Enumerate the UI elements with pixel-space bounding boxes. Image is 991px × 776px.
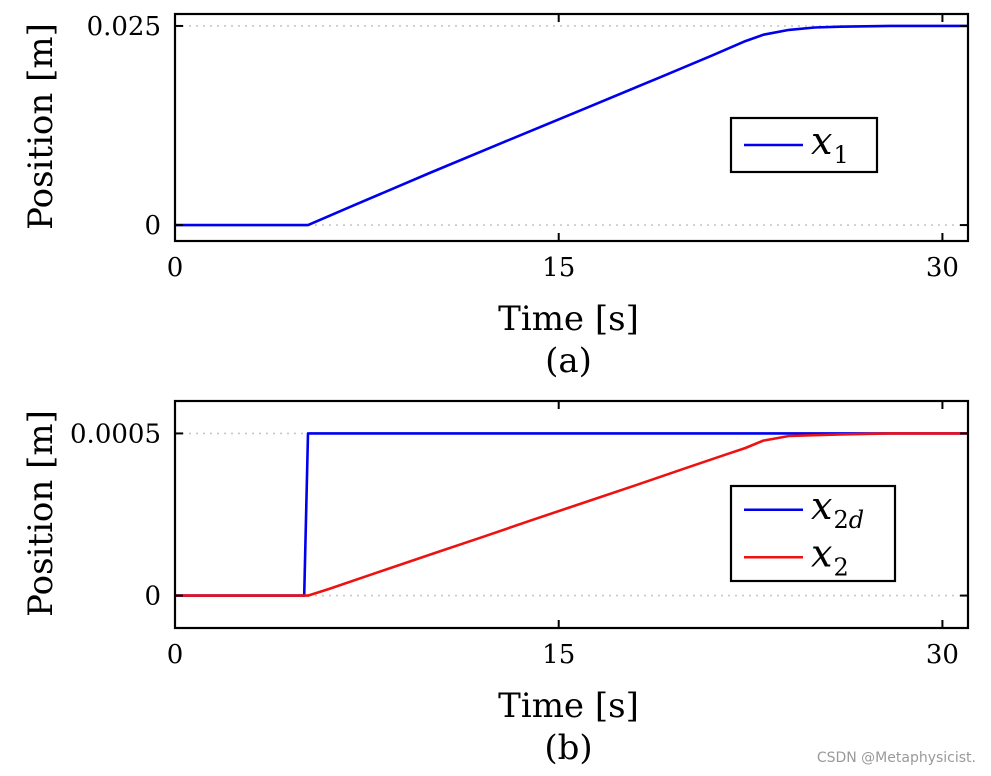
panel-b-frame — [173, 399, 970, 630]
legend-box — [729, 484, 897, 583]
legend-label-x2: x2 — [811, 531, 849, 581]
panel-b-xlabel: Time [s] — [498, 686, 639, 726]
legend-label-x2d: x2d — [811, 484, 864, 534]
x-tick-label: 0 — [167, 253, 184, 283]
x-tick-label: 30 — [926, 640, 959, 670]
series-line-x1 — [175, 24, 968, 227]
x-tick-label: 15 — [542, 253, 575, 283]
panel-a-caption: (a) — [545, 341, 592, 381]
x-tick-label: 15 — [542, 640, 575, 670]
y-tick-label: 0.025 — [87, 12, 161, 42]
legend-box — [729, 116, 879, 174]
panel-a-xlabel: Time [s] — [498, 299, 639, 339]
panel-a-ylabel: Position [m] — [21, 23, 61, 230]
series-line-x2 — [175, 432, 968, 597]
y-tick-label: 0 — [144, 211, 161, 241]
panel-b-ylabel: Position [m] — [21, 410, 61, 617]
panel-b: 0 15 30 0 0.0005 Time [s] Position [m] (b) x… — [21, 399, 970, 768]
panel-b-series — [175, 432, 968, 597]
x-tick-label: 30 — [926, 253, 959, 283]
y-tick-label: 0.0005 — [70, 419, 161, 449]
panel-a-frame — [173, 12, 970, 243]
panel-a: 0 15 30 0 0.025 Time [s] Position [m] (a) x1 — [21, 12, 970, 381]
panel-b-caption: (b) — [544, 728, 592, 768]
y-tick-label: 0 — [144, 582, 161, 612]
panel-b-ticks: 0 15 30 0 0.0005 — [70, 401, 968, 670]
x-tick-label: 0 — [167, 640, 184, 670]
panel-a-legend: x1 — [729, 116, 879, 174]
watermark-text: CSDN @Metaphysicist. — [817, 750, 976, 766]
legend-label-x1: x1 — [811, 119, 849, 169]
panel-a-ticks: 0 15 30 0 0.025 — [87, 12, 968, 283]
panel-a-series — [175, 24, 968, 227]
